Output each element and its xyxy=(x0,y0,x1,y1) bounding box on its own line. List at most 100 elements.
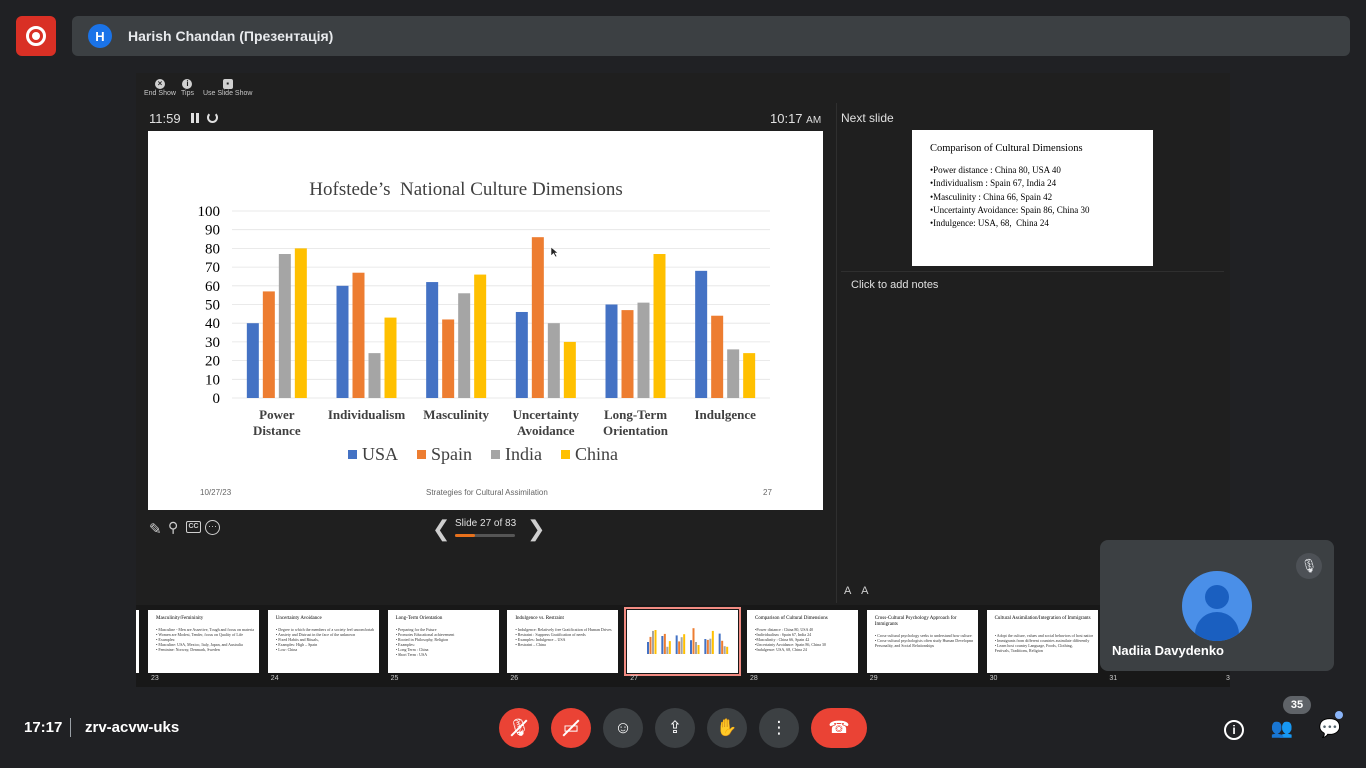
emoji-icon: ☺ xyxy=(614,718,632,737)
bar-india xyxy=(547,323,560,398)
hand-icon: ✋ xyxy=(716,718,738,737)
x-category-label: Indulgence xyxy=(694,407,756,422)
y-tick-label: 50 xyxy=(205,298,220,314)
thumbnail-bullet: • Rooted in Philosophy, Religion xyxy=(395,638,449,642)
thumbnail-bullet: • Promotes Educational achievement xyxy=(395,633,455,637)
thumbnail-bullet: •Individualism : Spain 67, India 24 xyxy=(755,633,812,637)
bar-china xyxy=(474,274,487,398)
thumbnail-bullet: • Degree to which the members of a socie… xyxy=(275,628,374,632)
bar-spain xyxy=(442,319,455,398)
slide-thumbnail[interactable]: Uncertainty Avoidance • Degree to which t… xyxy=(267,610,379,673)
notes-font-size-controls[interactable]: A A xyxy=(844,585,873,597)
y-tick-label: 0 xyxy=(213,391,221,407)
thumbnail-bar xyxy=(726,646,729,654)
thumbnail-number: 25 xyxy=(390,675,399,682)
bottom-separator xyxy=(70,718,71,737)
close-icon: × xyxy=(154,79,165,89)
bar-usa xyxy=(246,323,259,398)
thumbnail-bar xyxy=(649,636,652,654)
camera-toggle-button[interactable]: ▭ xyxy=(551,708,591,748)
slide-thumbnail[interactable]: Masculinity/Femininity • Masculine - Men … xyxy=(148,610,259,673)
slide-thumbnail[interactable]: Indulgence vs. Restraint • Indulgence: Re… xyxy=(507,610,619,673)
presenter-name: Harish Chandan (Презентація) xyxy=(128,28,334,44)
thumbnail-number: 26 xyxy=(510,675,519,682)
laser-pointer-icon[interactable]: ⚲ xyxy=(168,519,179,535)
thumbnail-bullet: • Cross-cultural psychologists often stu… xyxy=(874,639,973,643)
reactions-button[interactable]: ☺ xyxy=(603,708,643,748)
previous-slide-chevron-icon[interactable]: ❮ xyxy=(432,516,451,541)
chat-button[interactable]: 💬 xyxy=(1316,714,1344,742)
thumbnail-bullet: • Feminine: Norway, Denmark, Sweden xyxy=(156,648,220,652)
bar-usa xyxy=(695,270,708,398)
thumbnail-number: 23 xyxy=(151,675,159,682)
legend-swatch-spain xyxy=(417,450,426,459)
x-category-label: Orientation xyxy=(603,423,669,438)
x-category-label: Uncertainty xyxy=(513,407,580,422)
thumbnail-bullet: • Examples: High – Spain xyxy=(275,643,318,647)
slide-counter: Slide 27 of 83 xyxy=(455,518,517,529)
speaker-notes-area[interactable]: Click to add notes xyxy=(851,279,939,291)
thumbnail-bar xyxy=(661,636,664,654)
avatar xyxy=(1182,571,1252,641)
captions-icon[interactable]: CC xyxy=(186,521,201,533)
next-slide-chevron-icon[interactable]: ❯ xyxy=(527,516,546,541)
pause-icon[interactable] xyxy=(191,113,199,123)
thumbnail-title: Masculinity/Femininity xyxy=(156,616,204,621)
x-category-label: Masculinity xyxy=(423,407,489,422)
more-options-icon[interactable]: ··· xyxy=(205,520,220,535)
y-tick-label: 40 xyxy=(205,316,220,332)
slide-progress-fill xyxy=(455,534,475,537)
thumbnail-bullet: • Restraint – China xyxy=(515,643,546,647)
microphone-toggle-button[interactable]: 🎙 xyxy=(499,708,539,748)
next-slide-bullet: •Individualism : Spain 67, India 24 xyxy=(930,178,1057,189)
slide-thumbnail[interactable] xyxy=(624,607,742,676)
next-slide-preview[interactable]: Comparison of Cultural Dimensions •Power… xyxy=(912,130,1153,266)
pen-icon[interactable]: ✎ xyxy=(149,521,162,538)
thumbnail-bar xyxy=(723,646,726,654)
bar-usa xyxy=(426,282,439,398)
slide-thumbnail[interactable]: Comparison of Cultural Dimensions •Power … xyxy=(747,610,858,673)
slide-thumbnail[interactable]: Long-Term Orientation • Preparing for the… xyxy=(387,610,499,673)
more-options-button[interactable]: ⋮ xyxy=(759,708,799,748)
legend-label: India xyxy=(505,444,542,464)
notes-divider xyxy=(841,271,1224,272)
slide-filmstrip[interactable]: Masculinity/Femininity • Masculine - Men … xyxy=(136,605,1230,687)
use-slide-show-button[interactable]: ▪ Use Slide Show xyxy=(203,79,253,97)
thumbnail-bullet: • Masculine - Men are Assertive, Tough a… xyxy=(156,628,254,632)
thumbnail-bullet: • Adopt the culture, values and social b… xyxy=(994,634,1093,638)
leave-call-button[interactable]: ☎ xyxy=(811,708,867,748)
slide-thumbnail[interactable]: Cross-Cultural Psychology Approach for I… xyxy=(866,610,978,673)
thumbnail-bullet: • Masculine: USA, Mexico, Italy, Japan, … xyxy=(156,643,243,647)
bar-china xyxy=(743,353,756,398)
meeting-details-button[interactable]: i xyxy=(1220,714,1248,742)
bar-spain xyxy=(262,291,275,398)
chat-notification-dot xyxy=(1335,711,1343,719)
thumbnail-bar xyxy=(695,642,698,654)
recording-indicator-button[interactable] xyxy=(16,16,56,56)
tips-button[interactable]: i Tips xyxy=(181,79,194,97)
slide-thumbnail[interactable] xyxy=(136,610,139,673)
thumbnail-bar xyxy=(704,639,707,654)
self-video-tile[interactable]: 🎙 Nadiia Davydenko xyxy=(1100,540,1334,671)
raise-hand-button[interactable]: ✋ xyxy=(707,708,747,748)
thumbnail-bar xyxy=(692,628,695,654)
bar-china xyxy=(653,254,666,398)
present-screen-button[interactable]: ⇪ xyxy=(655,708,695,748)
next-slide-bullets: •Power distance : China 80, USA 40 •Indiv… xyxy=(930,164,1135,230)
slide-thumbnail[interactable]: Cultural Assimilation/Integration of Imm… xyxy=(986,610,1098,673)
restart-timer-icon[interactable] xyxy=(207,112,218,123)
thumbnail-bullet: •Uncertainty Avoidance: Spain 86, China … xyxy=(755,643,826,647)
legend-label: China xyxy=(575,444,618,464)
bar-india xyxy=(368,353,381,398)
bar-usa xyxy=(336,285,349,398)
thumbnail-bullet: •Power distance : China 80, USA 40 xyxy=(755,628,814,632)
thumbnail-bullet: • Long Term : China xyxy=(395,648,429,652)
thumbnail-number: 29 xyxy=(869,675,878,682)
people-button[interactable]: 👥 xyxy=(1268,714,1296,742)
people-icon: 👥 xyxy=(1270,718,1294,738)
end-show-button[interactable]: × End Show xyxy=(144,79,176,97)
elapsed-timer: 11:59 xyxy=(149,111,181,126)
thumbnail-title: Cross-Cultural Psychology Approach for I… xyxy=(874,616,957,627)
thumbnail-number: 28 xyxy=(750,675,758,682)
